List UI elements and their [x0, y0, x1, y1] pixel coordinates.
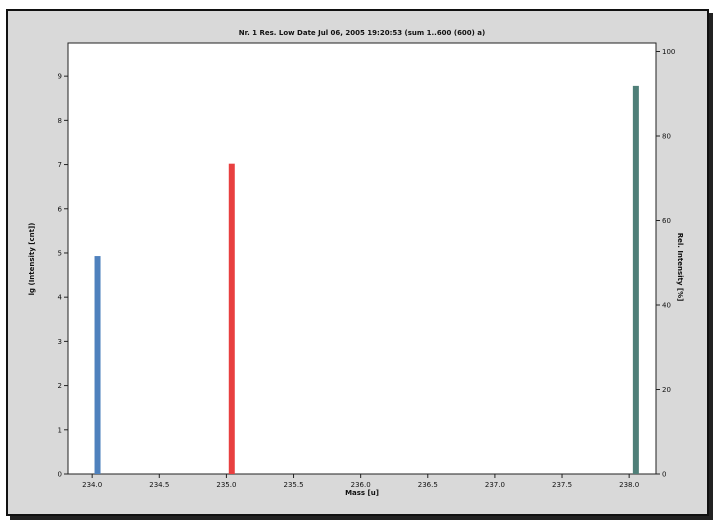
y-tick-label: 4	[58, 294, 63, 302]
plot-area	[67, 42, 657, 475]
bars	[94, 85, 639, 475]
bar-1	[228, 163, 235, 474]
y-tick-label: 1	[58, 426, 62, 434]
bar-2	[632, 85, 639, 475]
x-tick-label: 234.5	[149, 481, 169, 489]
x-tick-label: 236.0	[351, 481, 371, 489]
x-tick-label: 235.5	[284, 481, 304, 489]
x-tick-label: 235.0	[216, 481, 236, 489]
chart-svg: Nr. 1 Res. Low Date Jul 06, 2005 19:20:5…	[28, 29, 684, 497]
y-right-tick-label: 20	[662, 386, 671, 394]
y-right-axis-label: Rel. Intensity [%]	[676, 233, 684, 302]
bar-0	[94, 256, 101, 474]
y-right-tick-label: 100	[662, 48, 675, 56]
y-right-tick-label: 60	[662, 217, 671, 225]
y-tick-label: 0	[58, 471, 62, 479]
x-tick-label: 237.5	[552, 481, 572, 489]
y-right-tick-label: 40	[662, 302, 671, 310]
x-tick-label: 237.0	[485, 481, 505, 489]
y-tick-label: 2	[58, 382, 62, 390]
y-tick-label: 9	[58, 73, 62, 81]
x-tick-label: 238.0	[619, 481, 639, 489]
y-right-tick-label: 0	[662, 471, 666, 479]
y-tick-label: 3	[58, 338, 62, 346]
y-right-axis-ticks: 0 20 40 60 80 100	[656, 48, 675, 479]
x-axis-label: Mass [u]	[345, 489, 379, 497]
x-tick-label: 234.0	[82, 481, 102, 489]
chart-title: Nr. 1 Res. Low Date Jul 06, 2005 19:20:5…	[239, 29, 485, 37]
y-tick-label: 8	[58, 117, 62, 125]
y-axis-label: lg (Intensity [cnt])	[28, 223, 36, 296]
y-tick-label: 6	[58, 205, 63, 213]
x-axis-ticks: 234.0 234.5 235.0 235.5 236.0 236.5 237.0 237.5…	[82, 474, 639, 489]
x-tick-label: 236.5	[418, 481, 438, 489]
y-tick-label: 7	[58, 161, 62, 169]
y-right-tick-label: 80	[662, 133, 671, 141]
y-tick-label: 5	[58, 249, 62, 257]
y-axis-ticks: 0 1 2 3 4 5 6 7 8 9	[58, 73, 68, 479]
